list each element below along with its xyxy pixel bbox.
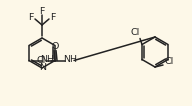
- Text: F: F: [39, 6, 45, 15]
- Text: NH: NH: [40, 55, 54, 64]
- Text: Cl: Cl: [36, 56, 46, 65]
- Text: F: F: [50, 13, 56, 22]
- Text: NH: NH: [63, 55, 77, 64]
- Text: N: N: [40, 63, 46, 73]
- Text: O: O: [51, 42, 59, 51]
- Text: Cl: Cl: [130, 28, 140, 37]
- Text: Cl: Cl: [164, 57, 174, 66]
- Text: F: F: [28, 13, 34, 22]
